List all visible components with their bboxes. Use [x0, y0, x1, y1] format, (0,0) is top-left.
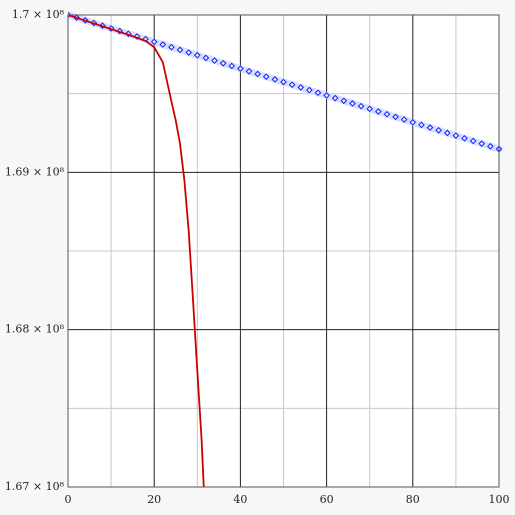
- point: [280, 78, 287, 86]
- point: [418, 121, 425, 129]
- point: [452, 132, 460, 139]
- point: [375, 108, 382, 115]
- point: [228, 62, 236, 70]
- point: [168, 43, 175, 51]
- point: [288, 81, 296, 89]
- point: [426, 124, 434, 131]
- point: [297, 84, 305, 91]
- point: [383, 110, 391, 118]
- x-tick-label: 100: [489, 493, 510, 506]
- plot-frame: [67, 14, 500, 488]
- y-tick-label: 1.67 × 10⁸: [5, 480, 65, 493]
- x-tick-label: 40: [233, 493, 247, 506]
- point: [357, 102, 365, 110]
- point: [340, 97, 348, 105]
- point: [487, 143, 494, 150]
- point: [443, 129, 451, 137]
- marks: [68, 11, 503, 487]
- point: [202, 54, 210, 62]
- point: [150, 38, 158, 46]
- x-tick-label: 80: [406, 493, 420, 506]
- point: [400, 116, 408, 123]
- point: [478, 140, 486, 147]
- point: [314, 89, 322, 97]
- labels: 0 20 40 60 80 100 1.67 × 10⁸ 1.68 × 10⁸ 1.69 × 1…: [5, 8, 510, 506]
- point: [392, 113, 399, 121]
- point: [349, 100, 356, 107]
- point: [435, 126, 442, 134]
- x-tick-label: 0: [65, 493, 72, 506]
- point: [461, 135, 468, 142]
- y-tick-label: 1.68 × 10⁸: [5, 323, 65, 336]
- point: [323, 92, 330, 99]
- point: [176, 46, 184, 54]
- y-tick-label: 1.69 × 10⁸: [5, 165, 65, 178]
- point: [245, 67, 253, 75]
- point: [185, 49, 192, 56]
- point: [409, 118, 417, 126]
- series-line: [68, 14, 205, 487]
- point: [262, 73, 270, 80]
- point: [159, 41, 167, 48]
- point: [193, 51, 201, 59]
- point: [237, 65, 244, 72]
- point: [469, 137, 477, 145]
- point: [366, 105, 374, 113]
- point: [271, 76, 279, 83]
- point: [133, 33, 141, 40]
- point: [254, 70, 261, 78]
- point: [219, 59, 227, 67]
- x-tick-label: 60: [320, 493, 334, 506]
- point: [306, 86, 313, 94]
- point: [331, 94, 339, 102]
- point: [211, 57, 218, 64]
- x-tick-label: 20: [147, 493, 161, 506]
- y-tick-label: 1.7 × 10⁸: [12, 8, 65, 21]
